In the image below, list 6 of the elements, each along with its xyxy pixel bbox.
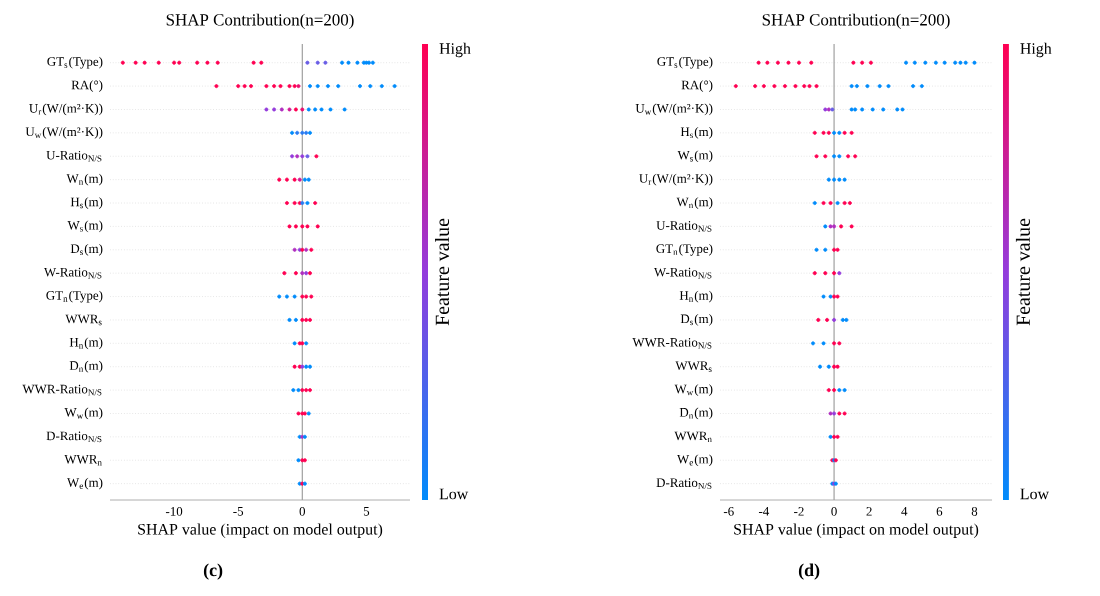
color-bar-title: Feature value	[435, 218, 450, 326]
chart-title: SHAP Contribution(n=200)	[166, 13, 354, 29]
text: (d)	[798, 563, 820, 580]
text: (c)	[203, 563, 223, 580]
chart-title: SHAP Contribution(n=200)	[762, 13, 950, 29]
color-bar-title: Feature value	[1015, 218, 1030, 326]
